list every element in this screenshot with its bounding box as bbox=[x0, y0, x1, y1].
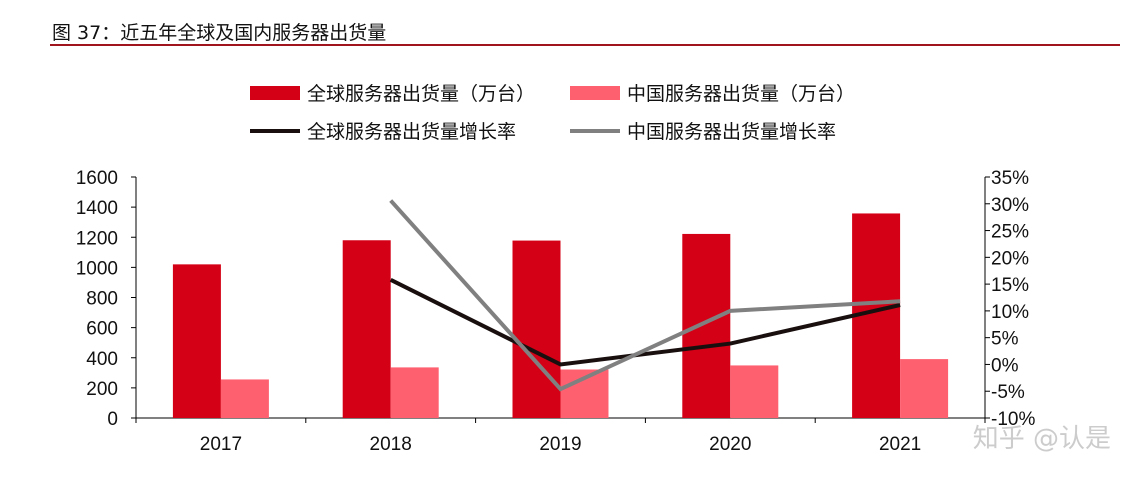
x-tick-label: 2020 bbox=[709, 434, 751, 455]
right-tick-label: 30% bbox=[991, 195, 1029, 216]
left-tick-label: 1200 bbox=[76, 228, 118, 249]
legend-swatch bbox=[570, 86, 620, 100]
right-tick-label: 25% bbox=[991, 222, 1029, 243]
x-tick-label: 2019 bbox=[539, 434, 581, 455]
legend-label: 中国服务器出货量增长率 bbox=[627, 121, 836, 143]
left-tick-label: 1600 bbox=[76, 168, 118, 189]
legend-label: 中国服务器出货量（万台） bbox=[627, 83, 855, 105]
left-tick-label: 400 bbox=[86, 349, 118, 370]
bar-2020 bbox=[682, 233, 731, 418]
bar-2018 bbox=[342, 240, 391, 418]
right-tick-label: 10% bbox=[991, 302, 1029, 323]
bar-2021 bbox=[900, 359, 949, 418]
x-tick-label: 2018 bbox=[370, 434, 412, 455]
left-tick-label: 1400 bbox=[76, 198, 118, 219]
right-tick-label: -10% bbox=[991, 409, 1035, 430]
watermark: 知乎 @认是 bbox=[972, 424, 1111, 454]
legend-swatch bbox=[250, 86, 300, 100]
global-growth-line bbox=[389, 278, 901, 367]
right-tick-label: 0% bbox=[991, 355, 1019, 376]
left-tick-label: 1000 bbox=[76, 258, 118, 279]
left-tick-label: 0 bbox=[107, 409, 118, 430]
figure-title: 图 37：近五年全球及国内服务器出货量 bbox=[52, 22, 387, 44]
bar-2017 bbox=[220, 379, 269, 418]
x-tick-label: 2017 bbox=[200, 434, 242, 455]
right-tick-label: 15% bbox=[991, 275, 1029, 296]
x-tick-label: 2021 bbox=[879, 434, 921, 455]
bar-2017 bbox=[172, 264, 221, 418]
right-tick-label: 20% bbox=[991, 248, 1029, 269]
bar-2018 bbox=[390, 367, 439, 418]
left-tick-label: 800 bbox=[86, 289, 118, 310]
right-tick-label: 5% bbox=[991, 329, 1019, 350]
legend-label: 全球服务器出货量增长率 bbox=[307, 121, 516, 143]
title-rule bbox=[50, 44, 1120, 46]
left-tick-label: 200 bbox=[86, 379, 118, 400]
china-growth-line bbox=[389, 199, 901, 392]
right-tick-label: -5% bbox=[991, 382, 1025, 403]
left-tick-label: 600 bbox=[86, 319, 118, 340]
bar-2020 bbox=[730, 365, 779, 418]
bar-2019 bbox=[512, 240, 561, 418]
right-tick-label: 35% bbox=[991, 168, 1029, 189]
legend-label: 全球服务器出货量（万台） bbox=[307, 83, 535, 105]
